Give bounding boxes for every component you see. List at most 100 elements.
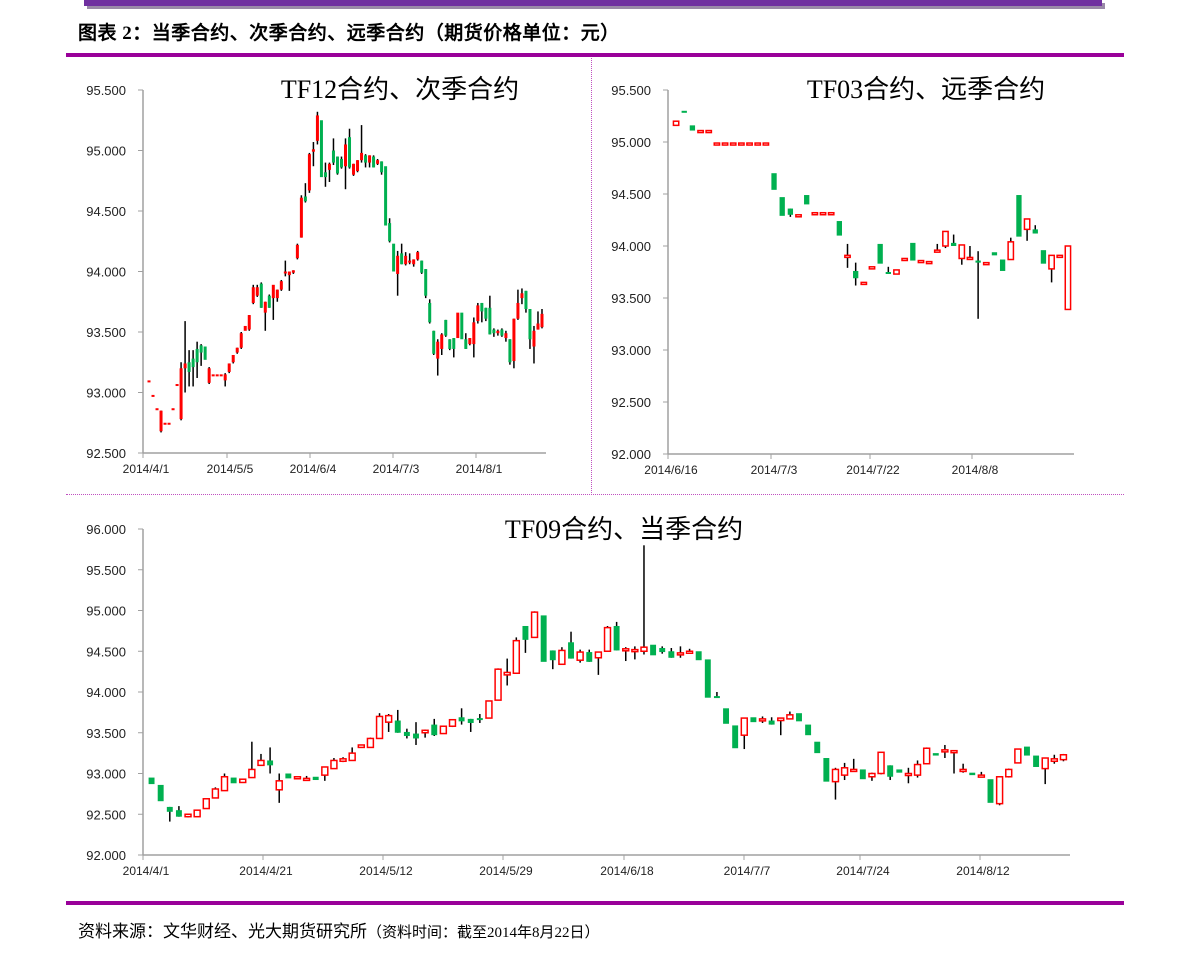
candle [958,244,966,265]
chart-tf09: 92.000 92.500 93.000 93.500 94.000 94.500 95.0… [86,515,1070,878]
candle [357,744,366,749]
candle [424,269,428,299]
candle [887,765,894,781]
candle [388,218,392,243]
y-tick-label: 93.500 [611,291,651,306]
candle [211,787,220,799]
candle [263,301,267,331]
candle [966,246,974,261]
candle [877,751,885,775]
candle [311,142,315,167]
y-tick-label: 92.500 [86,446,126,461]
candle [460,312,464,340]
candle [603,625,612,652]
candle [512,318,516,369]
candle [211,374,215,377]
candle [420,260,424,274]
candle [576,649,584,663]
candle [157,784,164,802]
candle [622,647,630,662]
candle [179,362,183,421]
candle [360,125,364,163]
top-accent-bar [84,0,1102,6]
candle [275,289,279,302]
candle [950,749,958,774]
candle [844,243,851,268]
candle [275,773,283,803]
candle [431,718,438,737]
chart-title: TF03合约、远季合约 [807,75,1045,104]
candle [705,129,713,134]
candle [786,711,794,720]
candle [321,766,329,781]
candle [494,668,502,701]
candle [468,338,472,346]
candle [910,242,916,261]
candle [291,270,295,274]
y-tick-label: 92.500 [611,395,651,410]
candle [239,332,243,349]
candle [421,729,429,738]
candle [366,737,375,749]
candle [400,243,404,265]
candle [372,155,376,168]
candle [293,776,302,780]
candle [456,312,460,339]
candle [1040,250,1047,264]
candle [901,257,909,262]
candle [267,747,274,774]
y-tick-label: 94.000 [86,265,126,280]
x-tick-label: 2014/6/18 [600,864,654,878]
x-tick-label: 2014/8/1 [456,462,503,476]
candle [394,709,401,733]
candle [640,545,648,655]
y-tick-label: 95.000 [611,135,651,150]
candle [171,408,175,411]
candle [689,125,696,131]
candle [295,243,299,260]
y-tick-label: 94.000 [86,685,126,700]
candle [804,195,810,205]
source-text: 资料来源：文华财经、光大期货研究所 [78,922,367,941]
x-tick-label: 2014/5/29 [479,864,533,878]
candle [676,646,685,658]
candle [428,299,432,324]
candle [448,339,452,351]
candle [227,363,231,374]
candle [942,230,949,249]
candle [754,142,762,146]
chart-title: TF09合约、当季合约 [505,515,743,544]
candle [811,211,819,216]
footer-rule [66,901,1124,905]
x-tick-label: 2014/4/1 [123,462,170,476]
candle [868,266,876,270]
candle [1056,254,1064,259]
candle [904,767,913,784]
candle [925,260,933,265]
candle [492,328,496,337]
candle [540,615,547,662]
candle [762,142,770,146]
candle [987,779,994,803]
candle [202,798,210,810]
header-rule [66,53,1124,57]
candle [315,111,319,145]
candle [464,333,468,349]
x-tick-label: 2014/5/12 [359,864,413,878]
candle [779,197,785,216]
candle [368,155,372,168]
candle [1041,757,1049,785]
candle [248,741,256,779]
candle [408,253,412,265]
candle [859,769,866,780]
candle [917,259,925,264]
candle [330,758,338,770]
candle [380,161,384,175]
candle [267,294,271,308]
candle [199,344,203,366]
candle [713,692,720,699]
candle [713,142,721,146]
candle [1005,768,1013,778]
candle [516,289,520,320]
